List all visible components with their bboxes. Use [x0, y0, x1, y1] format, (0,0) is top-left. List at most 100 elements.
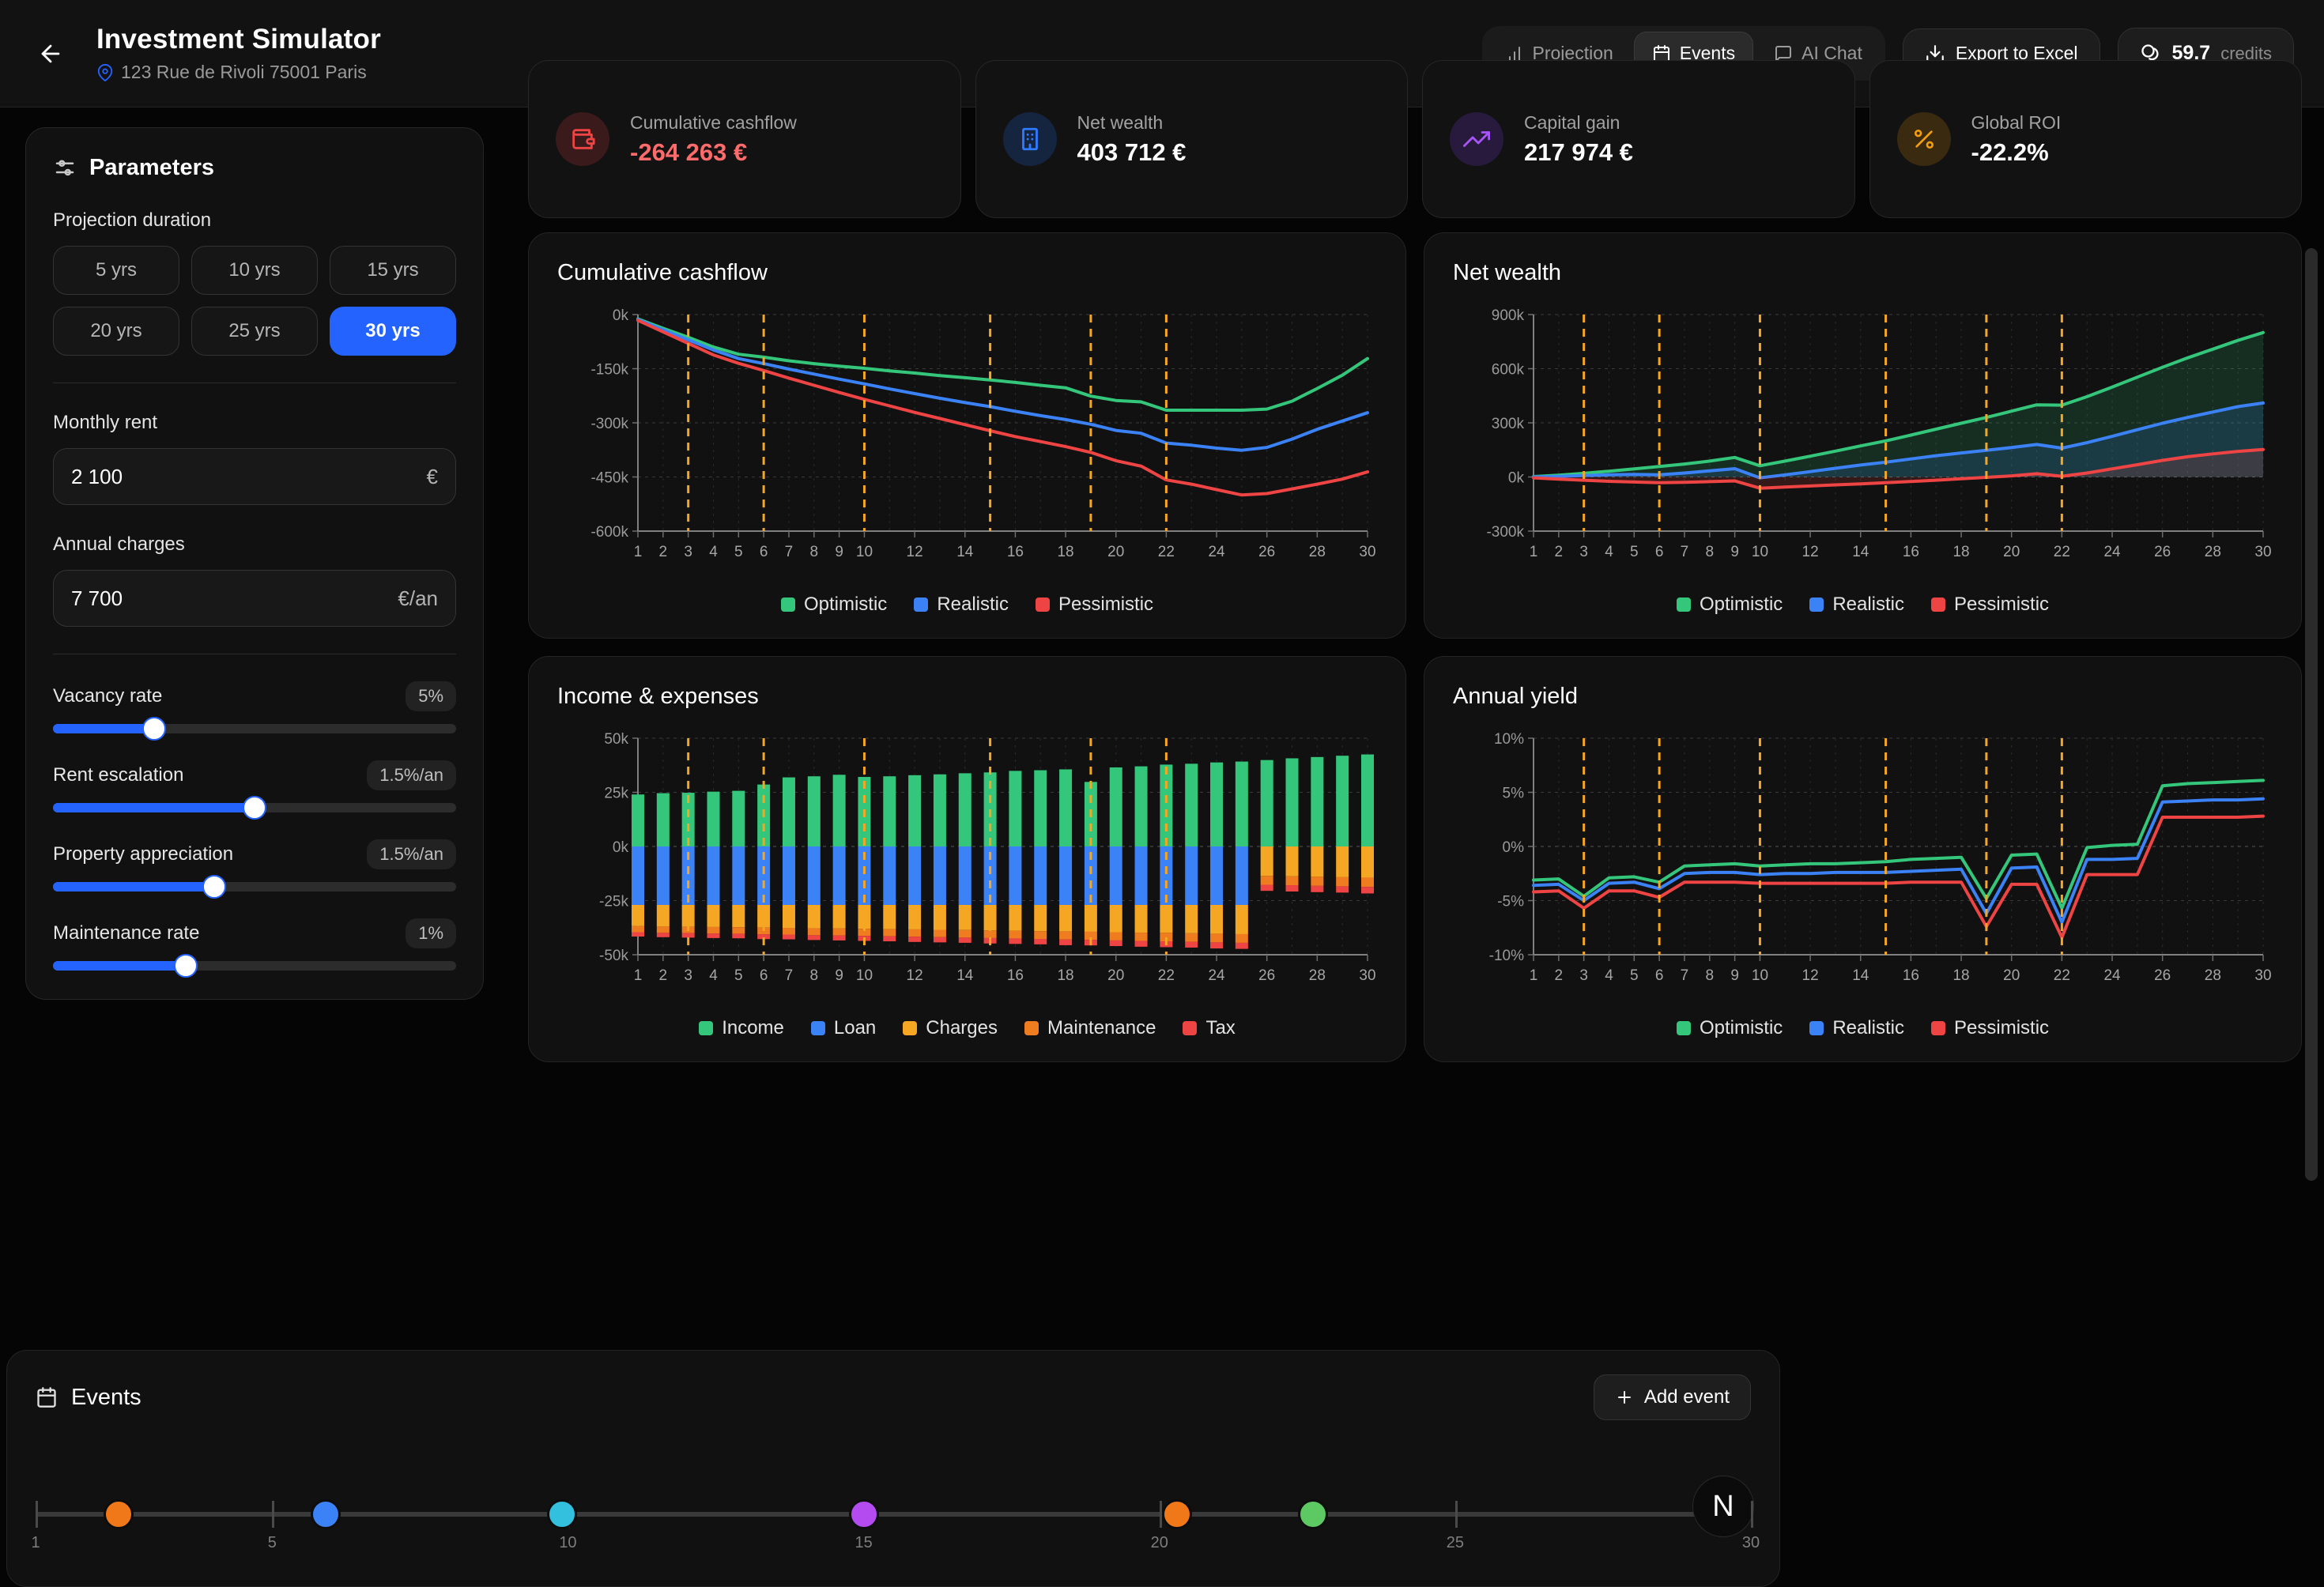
monthly-rent-field[interactable]: €	[53, 448, 456, 505]
svg-text:6: 6	[760, 967, 768, 984]
duration-option-30[interactable]: 30 yrs	[330, 307, 456, 356]
svg-text:14: 14	[1852, 544, 1869, 560]
rent-escalation-knob[interactable]	[243, 796, 266, 820]
legend-pessimistic[interactable]: Pessimistic	[1036, 594, 1153, 616]
legend-charges[interactable]: Charges	[903, 1017, 998, 1039]
svg-text:6: 6	[1655, 544, 1664, 560]
svg-text:18: 18	[1952, 544, 1969, 560]
vertical-scrollbar[interactable]	[2305, 248, 2318, 1181]
charts-grid: Cumulative cashflow 0k -150k -300k -450k -60…	[528, 232, 2302, 1062]
vacancy-rate-value: 5%	[406, 681, 456, 711]
maintenance-rate-label: Maintenance rate	[53, 922, 200, 944]
rent-escalation-fill	[53, 803, 255, 812]
duration-option-10[interactable]: 10 yrs	[191, 246, 318, 295]
tab-ai-chat[interactable]: AI Chat	[1756, 32, 1880, 74]
legend-tax[interactable]: Tax	[1183, 1017, 1236, 1039]
building-icon	[1002, 112, 1057, 166]
duration-option-20[interactable]: 20 yrs	[53, 307, 179, 356]
svg-text:22: 22	[2054, 544, 2070, 560]
legend-label: Pessimistic	[1954, 594, 2050, 615]
svg-text:9: 9	[835, 967, 843, 984]
plot-net-wealth: 900k 600k 300k 0k -300k 1 2 3 4 5 6 7 8 9 10 12 14 16 18 20…	[1453, 307, 2273, 579]
kpi-value: 403 712 €	[1077, 138, 1187, 166]
north-badge[interactable]: N	[1692, 1476, 1754, 1537]
kpi-value: -22.2%	[1971, 138, 2049, 166]
legend-swatch	[1676, 597, 1691, 612]
legend-optimistic[interactable]: Optimistic	[1676, 1017, 1783, 1039]
maintenance-rate-knob[interactable]	[174, 954, 198, 978]
event-marker[interactable]	[1298, 1499, 1329, 1529]
svg-text:-50k: -50k	[599, 948, 628, 964]
legend-label: Tax	[1205, 1017, 1236, 1039]
legend-label: Realistic	[937, 594, 1009, 615]
events-title-label: Events	[71, 1384, 141, 1410]
duration-option-15[interactable]: 15 yrs	[330, 246, 456, 295]
svg-text:9: 9	[1730, 544, 1739, 560]
svg-text:30: 30	[1359, 967, 1375, 984]
slider-maintenance-rate: Maintenance rate 1%	[53, 918, 456, 978]
trending-up-icon	[1450, 112, 1503, 166]
property-appreciation-knob[interactable]	[202, 875, 226, 899]
svg-text:5: 5	[734, 544, 743, 560]
legend-label: Pessimistic	[1058, 594, 1154, 615]
legend-label: Realistic	[1832, 1017, 1905, 1039]
tab-projection-label: Projection	[1532, 43, 1613, 63]
svg-text:10: 10	[856, 544, 873, 560]
svg-text:7: 7	[1681, 967, 1689, 984]
legend-loan[interactable]: Loan	[810, 1017, 876, 1039]
maintenance-rate-slider[interactable]	[53, 954, 456, 978]
legend-swatch	[1809, 597, 1824, 612]
svg-text:22: 22	[1158, 544, 1175, 560]
svg-text:12: 12	[1802, 544, 1819, 560]
tab-projection[interactable]: Projection	[1488, 32, 1631, 74]
legend-swatch	[914, 597, 929, 612]
svg-text:600k: 600k	[1492, 362, 1525, 379]
svg-text:10: 10	[1752, 544, 1768, 560]
legend-maintenance[interactable]: Maintenance	[1024, 1017, 1156, 1039]
maintenance-rate-value: 1%	[406, 918, 456, 948]
svg-text:18: 18	[1952, 967, 1969, 984]
legend-realistic[interactable]: Realistic	[1809, 1017, 1904, 1039]
legend-pessimistic[interactable]: Pessimistic	[1931, 1017, 2049, 1039]
coins-icon	[2141, 43, 2159, 60]
event-marker[interactable]	[848, 1499, 879, 1529]
rent-escalation-slider[interactable]	[53, 796, 456, 820]
svg-text:1: 1	[634, 544, 643, 560]
tab-ai-chat-label: AI Chat	[1801, 43, 1862, 63]
back-button[interactable]	[28, 32, 73, 76]
kpi-cumulative-cashflow: Cumulative cashflow -264 263 €	[528, 60, 961, 218]
vacancy-rate-knob[interactable]	[141, 717, 166, 741]
legend-optimistic[interactable]: Optimistic	[780, 594, 887, 616]
annual-charges-field[interactable]: €/an	[53, 570, 456, 627]
add-event-label: Add event	[1643, 1386, 1730, 1408]
legend-optimistic[interactable]: Optimistic	[1676, 594, 1783, 616]
event-marker[interactable]	[310, 1499, 341, 1529]
legend-pessimistic[interactable]: Pessimistic	[1931, 594, 2049, 616]
parameters-panel: Parameters Projection duration 5 yrs 10 …	[25, 127, 484, 1000]
vacancy-rate-slider[interactable]	[53, 717, 456, 741]
property-appreciation-slider[interactable]	[53, 875, 456, 899]
duration-option-25[interactable]: 25 yrs	[191, 307, 318, 356]
map-pin-icon	[96, 63, 114, 81]
duration-option-5[interactable]: 5 yrs	[53, 246, 179, 295]
events-timeline[interactable]: N 1 5 10 15 20 25 30	[31, 1476, 1760, 1567]
legend-realistic[interactable]: Realistic	[914, 594, 1009, 616]
monthly-rent-input[interactable]	[71, 464, 427, 489]
page-title: Investment Simulator	[96, 24, 381, 55]
timeline-tick	[1751, 1501, 1753, 1528]
event-marker[interactable]	[1162, 1499, 1193, 1529]
svg-text:-10%: -10%	[1489, 948, 1524, 964]
annual-charges-input[interactable]	[71, 586, 398, 611]
svg-text:12: 12	[1802, 967, 1819, 984]
svg-text:10: 10	[1752, 967, 1768, 984]
event-marker[interactable]	[546, 1499, 577, 1529]
message-square-icon	[1775, 45, 1792, 62]
legend-realistic[interactable]: Realistic	[1809, 594, 1904, 616]
add-event-button[interactable]: Add event	[1593, 1374, 1751, 1420]
monthly-rent-label: Monthly rent	[53, 412, 158, 433]
timeline-tick-label: 1	[31, 1534, 40, 1551]
legend-income[interactable]: Income	[699, 1017, 784, 1039]
legend-label: Maintenance	[1047, 1017, 1156, 1039]
event-marker[interactable]	[103, 1499, 134, 1529]
